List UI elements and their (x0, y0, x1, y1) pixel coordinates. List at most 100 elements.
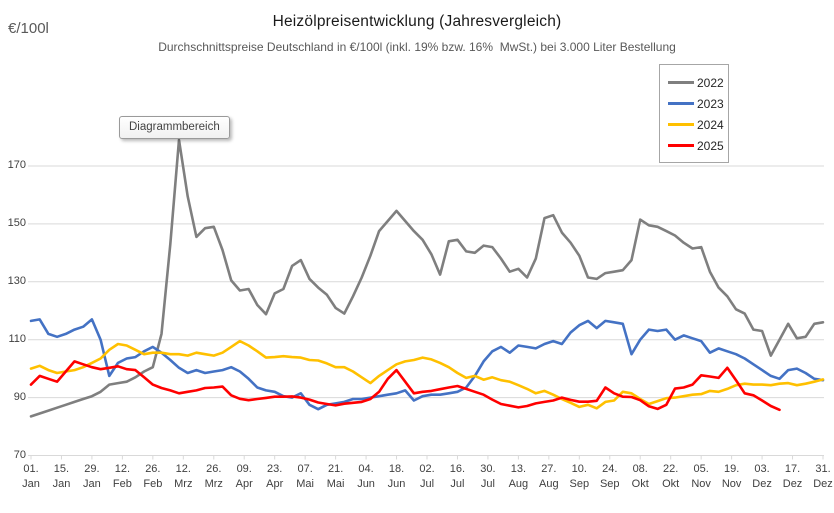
x-tick-day: 22. (663, 463, 679, 475)
series-line-2022[interactable] (29, 138, 825, 418)
x-axis-tick-label: 31. Dez (807, 462, 834, 492)
x-axis-tick-label: 16. Jul (441, 462, 473, 492)
x-tick-day: 12. (175, 463, 191, 475)
legend[interactable]: 2022 2023 2024 2025 (659, 64, 729, 163)
x-tick-month: Mrz (174, 478, 193, 490)
x-axis-tick-label: 03. Dez (746, 462, 778, 492)
x-tick-day: 03. (754, 463, 770, 475)
x-tick-month: Jan (22, 478, 40, 490)
x-tick-month: Sep (599, 478, 620, 490)
legend-item-2025[interactable]: 2025 (668, 135, 724, 156)
x-tick-day: 31. (815, 463, 831, 475)
legend-label: 2025 (697, 138, 724, 153)
x-tick-day: 09. (236, 463, 252, 475)
x-tick-month: Mai (326, 478, 345, 490)
x-tick-day: 04. (358, 463, 374, 475)
x-tick-day: 10. (571, 463, 587, 475)
x-axis-tick-label: 29. Jan (76, 462, 108, 492)
x-tick-month: Nov (691, 478, 711, 490)
x-axis-tick-label: 23. Apr (259, 462, 291, 492)
x-tick-day: 30. (480, 463, 496, 475)
x-tick-month: Jul (450, 478, 465, 490)
x-tick-month: Jan (52, 478, 71, 490)
x-tick-month: Aug (508, 478, 529, 490)
x-axis-tick-label: 04. Jun (350, 462, 382, 492)
x-axis-tick-label: 10. Sep (563, 462, 595, 492)
x-tick-day: 23. (267, 463, 283, 475)
x-axis-tick-label: 05. Nov (685, 462, 717, 492)
x-tick-day: 21. (327, 463, 344, 475)
x-axis-tick-label: 24. Sep (594, 462, 626, 492)
x-axis-tick-label: 07. Mai (289, 462, 321, 492)
x-tick-month: Jul (419, 478, 435, 490)
x-axis-tick-label: 08. Okt (624, 462, 656, 492)
y-axis-tick-label: 90 (13, 390, 26, 403)
x-axis-tick-label: 13. Aug (502, 462, 534, 492)
x-tick-day: 24. (602, 463, 618, 475)
legend-line-swatch (668, 123, 694, 126)
legend-item-2022[interactable]: 2022 (668, 72, 724, 93)
x-tick-day: 19. (723, 463, 740, 475)
y-axis-tick-label: 130 (7, 274, 26, 287)
legend-label: 2022 (697, 75, 724, 90)
x-tick-month: Mrz (204, 478, 223, 490)
x-tick-day: 18. (388, 463, 405, 475)
x-tick-month: Sep (569, 478, 590, 490)
legend-line-swatch (668, 81, 694, 84)
legend-line-swatch (668, 144, 694, 147)
x-tick-month: Dez (813, 478, 833, 490)
legend-item-2023[interactable]: 2023 (668, 93, 724, 114)
x-tick-day: 17. (784, 463, 801, 475)
x-axis-tick-label: 12. Mrz (167, 462, 199, 492)
x-tick-month: Dez (782, 478, 803, 490)
x-axis-tick-label: 26. Feb (137, 462, 169, 492)
x-axis-tick-label: 30. Jul (472, 462, 504, 492)
x-tick-day: 15. (53, 463, 70, 475)
x-tick-day: 12. (114, 463, 131, 475)
x-tick-month: Dez (752, 478, 772, 490)
y-axis-tick-label: 170 (7, 159, 26, 171)
x-axis-tick-label: 18. Jun (381, 462, 413, 492)
y-axis-unit-label: €/100l (8, 20, 49, 37)
y-axis-tick-label: 110 (8, 332, 26, 345)
x-tick-day: 13. (510, 463, 527, 475)
x-tick-month: Feb (112, 478, 132, 490)
x-tick-month: Okt (662, 478, 680, 490)
series-line-2023[interactable] (29, 318, 825, 411)
legend-label: 2023 (697, 96, 724, 111)
chart-title: Heizölpreisentwicklung (Jahresvergleich) (272, 13, 562, 30)
x-tick-day: 26. (145, 463, 161, 475)
x-axis-tick-label: 01. Jan (15, 462, 47, 492)
x-tick-month: Jun (357, 478, 375, 490)
x-tick-month: Mai (296, 478, 314, 490)
x-tick-month: Nov (721, 478, 742, 490)
legend-item-2024[interactable]: 2024 (668, 114, 724, 135)
chart-area-tooltip: Diagrammbereich (119, 116, 230, 139)
series-line-2025[interactable] (29, 360, 781, 412)
x-axis-tick-label: 17. Dez (777, 462, 809, 492)
x-tick-month: Aug (539, 478, 559, 490)
x-tick-month: Apr (266, 478, 284, 490)
x-axis-tick-label: 26. Mrz (198, 462, 230, 492)
legend-line-swatch (668, 102, 694, 105)
x-axis-tick-label: 12. Feb (106, 462, 138, 492)
x-tick-day: 01. (23, 463, 39, 475)
x-tick-day: 07. (297, 463, 313, 475)
series-line-2024[interactable] (29, 339, 825, 410)
x-tick-month: Feb (143, 478, 163, 490)
x-axis-tick-label: 02. Jul (411, 462, 443, 492)
x-axis-tick-label: 19. Nov (716, 462, 748, 492)
x-tick-day: 05. (693, 463, 709, 475)
x-axis-tick-label: 15. Jan (45, 462, 77, 492)
x-tick-day: 27. (541, 463, 557, 475)
x-axis-tick-label: 27. Aug (533, 462, 565, 492)
x-tick-month: Jun (387, 478, 406, 490)
x-tick-month: Jan (83, 478, 101, 490)
y-axis-tick-label: 150 (7, 216, 26, 229)
x-tick-day: 16. (449, 463, 466, 475)
legend-label: 2024 (697, 117, 724, 132)
x-tick-month: Jul (480, 478, 495, 490)
x-axis-tick-label: 21. Mai (320, 462, 352, 492)
